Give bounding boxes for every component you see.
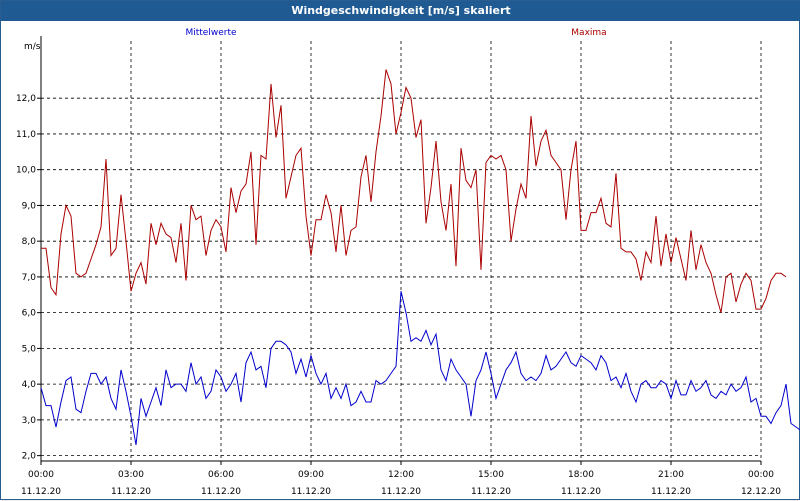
x-tick-date: 11.12.20 — [651, 487, 691, 497]
x-tick-time: 12:00 — [388, 470, 414, 480]
x-tick-time: 00:00 — [748, 470, 774, 480]
x-tick-time: 18:00 — [568, 470, 594, 480]
x-tick-date: 11.12.20 — [201, 487, 241, 497]
y-tick-label: 7,0 — [22, 273, 37, 283]
legend-mittelwerte: Mittelwerte — [185, 28, 236, 38]
x-tick-time: 00:00 — [28, 470, 54, 480]
x-tick-date: 11.12.20 — [111, 487, 151, 497]
y-tick-label: 9,0 — [22, 201, 37, 211]
series-line-maxima — [41, 69, 787, 313]
x-tick-date: 11.12.20 — [561, 487, 601, 497]
y-tick-label: 10,0 — [16, 166, 36, 176]
series-line-mittelwerte — [40, 291, 800, 445]
series-lines — [40, 69, 800, 445]
x-tick-time: 03:00 — [118, 470, 144, 480]
x-tick-date: 11.12.20 — [471, 487, 511, 497]
x-tick-time: 09:00 — [298, 470, 324, 480]
x-tick-labels: 00:00 11.12.20 03:00 11.12.20 06:00 11.12.20 0… — [21, 470, 781, 497]
y-tick-label: 5,0 — [22, 344, 37, 354]
y-tick-label: 2,0 — [22, 452, 37, 462]
y-tick-labels: 2,0 3,0 4,0 5,0 6,0 7,0 8,0 9,0 10,0 11,0 12,0 — [16, 94, 36, 461]
y-tick-label: 4,0 — [22, 380, 37, 390]
y-tick-label: 8,0 — [22, 237, 37, 247]
y-axis-label: m/s — [24, 42, 41, 52]
grid-lines — [40, 41, 762, 461]
y-tick-label: 12,0 — [16, 94, 36, 104]
x-tick-date: 11.12.20 — [381, 487, 421, 497]
y-tick-label: 6,0 — [22, 309, 37, 319]
x-tick-date: 12.12.20 — [741, 487, 781, 497]
legend-maxima: Maxima — [571, 28, 606, 38]
x-tick-date: 11.12.20 — [291, 487, 331, 497]
x-tick-date: 11.12.20 — [21, 487, 61, 497]
chart-title: Windgeschwindigkeit [m/s] skaliert — [1, 1, 800, 21]
x-tick-time: 21:00 — [658, 470, 684, 480]
x-tick-time: 06:00 — [208, 470, 234, 480]
x-tick-time: 15:00 — [478, 470, 504, 480]
y-tick-label: 3,0 — [22, 416, 37, 426]
y-tick-label: 11,0 — [16, 130, 36, 140]
